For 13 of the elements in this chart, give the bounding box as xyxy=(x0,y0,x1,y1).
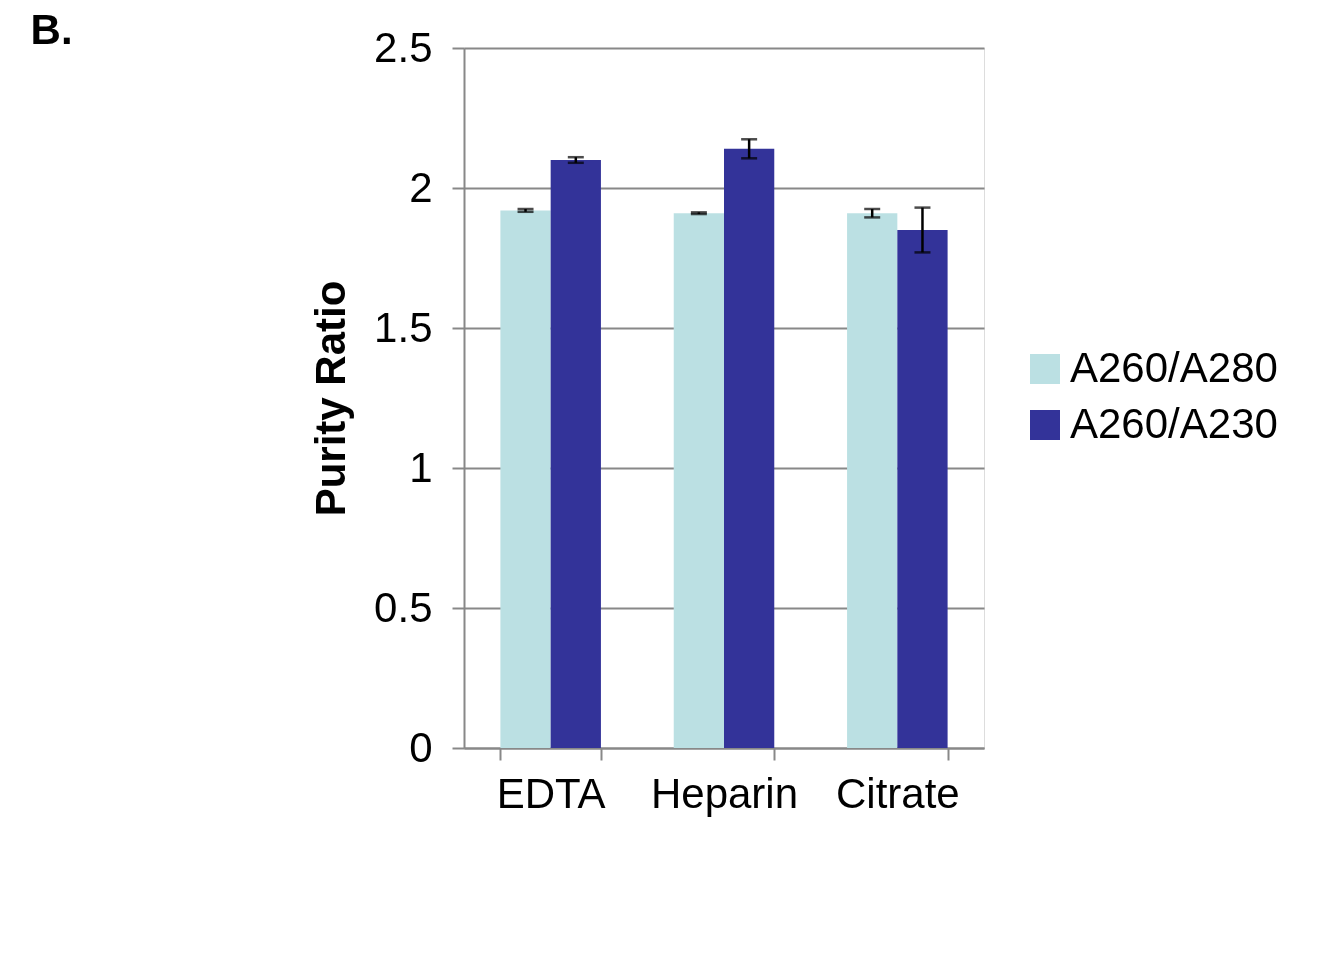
text: B. xyxy=(30,6,73,53)
y-tick-label: 0 xyxy=(409,723,433,771)
y-tick-label: 0.5 xyxy=(374,583,433,631)
x-tick-label: EDTA xyxy=(496,769,606,817)
y-tick-label: 1.5 xyxy=(374,303,433,351)
y-tick-label: 2 xyxy=(409,163,433,211)
legend-label: A260/A230 xyxy=(1070,400,1278,447)
legend-label: A260/A280 xyxy=(1070,344,1278,391)
x-tick-label: Heparin xyxy=(650,769,799,817)
y-tick-label: 2.5 xyxy=(374,23,433,71)
x-tick-label: Citrate xyxy=(835,769,960,817)
y-tick-label: 1 xyxy=(409,443,433,491)
y-axis-title: Purity Ratio xyxy=(307,280,355,517)
